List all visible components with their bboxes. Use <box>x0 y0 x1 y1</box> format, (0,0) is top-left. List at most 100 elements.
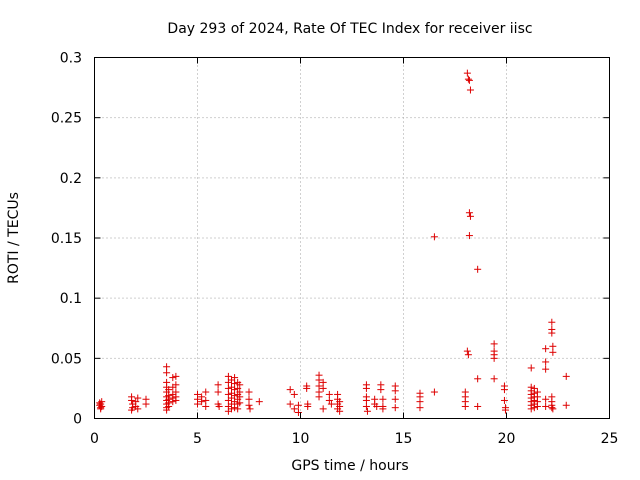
data-point <box>128 406 136 414</box>
data-point <box>549 342 557 350</box>
data-point <box>474 265 482 273</box>
data-point <box>500 396 508 404</box>
data-point <box>255 398 263 406</box>
data-point <box>548 318 556 326</box>
data-point <box>224 372 232 380</box>
data-point <box>466 212 474 220</box>
data-point <box>142 400 150 408</box>
data-point <box>549 348 557 356</box>
plot-frame <box>94 57 610 419</box>
data-point <box>98 398 106 406</box>
data-point <box>224 390 232 398</box>
data-point <box>542 345 550 353</box>
data-point <box>461 402 469 410</box>
data-point <box>416 398 424 406</box>
y-tick-label: 0.25 <box>51 111 82 127</box>
x-tick-label: 20 <box>498 431 516 447</box>
data-point <box>202 402 210 410</box>
data-point <box>165 402 173 410</box>
data-point <box>231 380 239 388</box>
y-tick-labels: 0 0.05 0.1 0.15 0.2 0.25 0.3 <box>51 51 82 428</box>
data-point <box>245 395 253 403</box>
data-point <box>548 329 556 337</box>
data-point <box>362 402 370 410</box>
data-point <box>391 395 399 403</box>
data-point <box>319 378 327 386</box>
data-point <box>236 399 244 407</box>
data-point <box>416 404 424 412</box>
data-point <box>490 354 498 362</box>
x-axis-label: GPS time / hours <box>291 458 408 474</box>
data-point <box>465 232 473 240</box>
data-points <box>96 69 570 416</box>
data-point <box>391 404 399 412</box>
data-point <box>172 396 180 404</box>
data-point <box>336 407 344 415</box>
y-tick-label: 0.05 <box>51 351 82 367</box>
data-point <box>391 387 399 395</box>
data-point <box>379 405 387 413</box>
data-point <box>542 402 550 410</box>
data-point <box>315 393 323 401</box>
data-point <box>234 384 242 392</box>
data-point <box>325 396 333 404</box>
data-point <box>542 365 550 373</box>
data-point <box>474 375 482 383</box>
data-point <box>202 388 210 396</box>
data-point <box>97 405 105 413</box>
y-tick-label: 0 <box>73 412 82 428</box>
data-point <box>465 76 473 84</box>
data-point <box>363 407 371 415</box>
data-point <box>319 405 327 413</box>
data-point <box>172 372 180 380</box>
data-point <box>527 364 535 372</box>
data-point <box>169 398 177 406</box>
data-point <box>198 393 206 401</box>
data-point <box>527 405 535 413</box>
data-point <box>474 402 482 410</box>
data-point <box>231 392 239 400</box>
grid-layer <box>94 57 610 419</box>
data-point <box>163 406 171 414</box>
y-tick-label: 0.3 <box>60 51 82 67</box>
data-point <box>548 404 556 412</box>
data-point <box>236 381 244 389</box>
data-point <box>465 209 473 217</box>
data-point <box>224 384 232 392</box>
data-point <box>234 405 242 413</box>
data-point <box>214 388 222 396</box>
data-point <box>325 390 333 398</box>
data-point <box>542 395 550 403</box>
data-point <box>214 381 222 389</box>
data-point <box>304 402 312 410</box>
data-point <box>245 388 253 396</box>
data-point <box>549 405 557 413</box>
data-point <box>500 386 508 394</box>
x-tick-label: 25 <box>601 431 619 447</box>
data-point <box>464 351 472 359</box>
data-point <box>294 401 302 409</box>
y-tick-label: 0.1 <box>60 291 82 307</box>
data-point <box>463 347 471 355</box>
y-axis-label: ROTI / TECUs <box>6 192 22 284</box>
data-point <box>430 388 438 396</box>
data-point <box>245 401 253 409</box>
data-point <box>377 386 385 394</box>
data-point <box>303 384 311 392</box>
data-point <box>315 376 323 384</box>
data-point <box>315 382 323 390</box>
data-point <box>327 400 335 408</box>
data-point <box>165 386 173 394</box>
data-point <box>134 394 142 402</box>
x-tick-label: 10 <box>292 431 310 447</box>
data-point <box>231 374 239 382</box>
data-point <box>490 375 498 383</box>
y-tick-label: 0.15 <box>51 231 82 247</box>
data-point <box>286 400 294 408</box>
y-tick-label: 0.2 <box>60 171 82 187</box>
data-point <box>562 401 570 409</box>
data-point <box>362 396 370 404</box>
data-point <box>490 340 498 348</box>
data-point <box>163 369 171 377</box>
